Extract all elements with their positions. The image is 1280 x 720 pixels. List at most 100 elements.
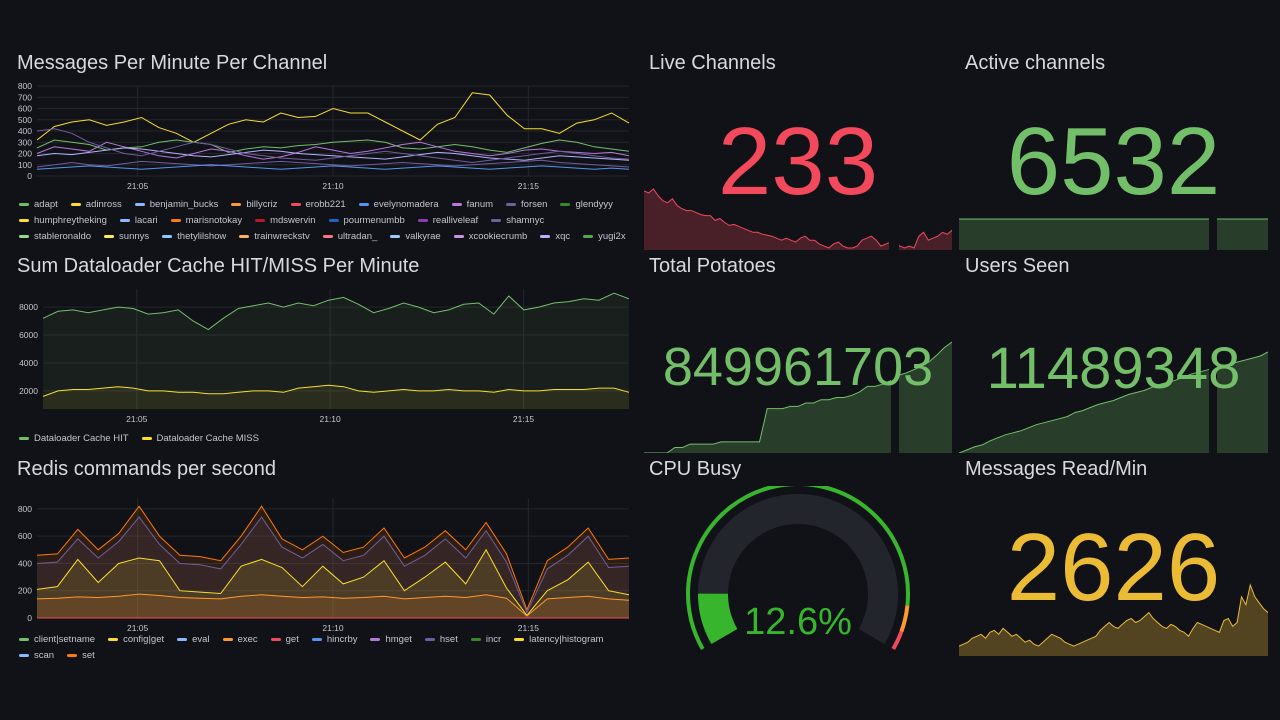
- series-line: [36, 141, 630, 160]
- legend-label: valkyrae: [405, 231, 441, 242]
- legend-item[interactable]: get: [270, 634, 299, 645]
- legend-label: get: [285, 634, 299, 645]
- series-line: [36, 593, 630, 617]
- legend-item[interactable]: trainwreckstv: [239, 231, 310, 242]
- legend-item[interactable]: fanum: [451, 199, 493, 210]
- legend-item[interactable]: humphreytheking: [19, 215, 107, 226]
- legend-swatch: [104, 235, 115, 238]
- legend-label: set: [82, 650, 95, 661]
- legend-item[interactable]: forsen: [506, 199, 547, 210]
- legend-item[interactable]: lacari: [119, 215, 158, 226]
- y-tick-label: 300: [18, 137, 32, 147]
- series-line: [36, 159, 630, 168]
- legend-item[interactable]: thetylilshow: [162, 231, 226, 242]
- panel-title[interactable]: Redis commands per second: [17, 458, 277, 480]
- legend-label: exec: [237, 634, 258, 645]
- sparkline-area: [959, 219, 1268, 250]
- legend-item[interactable]: mdswervin: [255, 215, 316, 226]
- legend-swatch: [451, 203, 462, 206]
- legend-item[interactable]: config|get: [108, 634, 164, 645]
- legend-item[interactable]: adapt: [19, 199, 58, 210]
- panel-title[interactable]: Live Channels: [649, 52, 776, 74]
- legend-item[interactable]: valkyrae: [390, 231, 441, 242]
- x-tick-label: 21:10: [322, 181, 344, 191]
- legend-label: Dataloader Cache HIT: [34, 433, 129, 444]
- sparkline-area: [959, 352, 1268, 453]
- legend-swatch: [119, 219, 130, 222]
- legend-item[interactable]: glendyyy: [560, 199, 613, 210]
- legend-item[interactable]: hmget: [370, 634, 412, 645]
- legend-swatch: [470, 638, 481, 641]
- legend-label: humphreytheking: [34, 215, 107, 226]
- legend-item[interactable]: sunnys: [104, 231, 149, 242]
- legend-item[interactable]: yugi2x: [583, 231, 626, 242]
- legend-item[interactable]: latency|histogram: [514, 634, 603, 645]
- legend-item[interactable]: adinross: [70, 199, 122, 210]
- legend-item[interactable]: xqc: [540, 231, 570, 242]
- legend-item[interactable]: exec: [222, 634, 258, 645]
- legend-label: latency|histogram: [529, 634, 604, 645]
- legend-label: hincrby: [326, 634, 358, 645]
- legend-item[interactable]: evelynomadera: [358, 199, 439, 210]
- legend-item[interactable]: shamnyc: [491, 215, 544, 226]
- legend-label: trainwreckstv: [254, 231, 310, 242]
- dataloader-area-chart[interactable]: 2000 4000 6000 8000 21:05 21:10 21:15: [17, 287, 630, 427]
- legend-label: forsen: [521, 199, 548, 210]
- legend-item[interactable]: set: [67, 650, 95, 661]
- series-line: [42, 292, 630, 331]
- legend-item[interactable]: eval: [177, 634, 210, 645]
- legend-label: hmget: [385, 634, 412, 645]
- legend-swatch: [231, 203, 242, 206]
- sparkline-gap: [889, 187, 899, 250]
- legend-item[interactable]: Dataloader Cache MISS: [141, 433, 259, 444]
- y-tick-label: 600: [18, 104, 32, 114]
- x-tick-label: 21:05: [127, 181, 149, 191]
- legend-label: billycriz: [246, 199, 278, 210]
- series-area: [37, 549, 629, 618]
- legend-item[interactable]: hset: [424, 634, 458, 645]
- redis-area-chart[interactable]: 0 200 400 600 800 21:05 21:10 21:15: [17, 496, 630, 636]
- x-tick-label: 21:05: [126, 414, 148, 424]
- legend-label: Dataloader Cache MISS: [156, 433, 259, 444]
- legend-label: erobb221: [305, 199, 346, 210]
- legend-item[interactable]: Dataloader Cache HIT: [19, 433, 129, 444]
- legend-item[interactable]: scan: [19, 650, 54, 661]
- panel-title[interactable]: Messages Read/Min: [965, 458, 1148, 480]
- sparkline-area: [644, 189, 952, 250]
- legend-label: shamnyc: [506, 215, 545, 226]
- legend-item[interactable]: erobb221: [290, 199, 346, 210]
- live-channels-sparkline: [644, 187, 952, 250]
- legend-item[interactable]: benjamin_bucks: [134, 199, 218, 210]
- legend-item[interactable]: ultradan_: [322, 231, 377, 242]
- panel-title[interactable]: Active channels: [965, 52, 1106, 74]
- legend-item[interactable]: marisnotokay: [170, 215, 242, 226]
- panel-title[interactable]: Sum Dataloader Cache HIT/MISS Per Minute: [17, 255, 420, 277]
- sparkline-line: [644, 341, 952, 453]
- active-channels-value: 6532: [1006, 108, 1221, 215]
- legend-swatch: [108, 638, 119, 641]
- legend-item[interactable]: realliveleaf: [417, 215, 478, 226]
- legend-label: config|get: [123, 634, 165, 645]
- legend-item[interactable]: xcookiecrumb: [453, 231, 527, 242]
- panel-redis: Redis commands per second 0 200 400 600 800 2…: [17, 458, 630, 661]
- legend-label: xqc: [555, 231, 571, 242]
- legend-label: lacari: [134, 215, 158, 226]
- y-tick-label: 400: [18, 126, 32, 136]
- legend-item[interactable]: pourmenumbb: [328, 215, 405, 226]
- series-line: [36, 548, 630, 617]
- panel-title[interactable]: CPU Busy: [649, 458, 742, 480]
- panel-title[interactable]: Users Seen: [965, 255, 1070, 277]
- y-tick-label: 2000: [19, 386, 38, 396]
- legend-item[interactable]: hincrby: [311, 634, 358, 645]
- x-tick-label: 21:10: [319, 414, 341, 424]
- panel-title[interactable]: Messages Per Minute Per Channel: [17, 52, 328, 74]
- legend-label: adinross: [85, 199, 122, 210]
- legend-item[interactable]: billycriz: [231, 199, 278, 210]
- gauge-value-arc: [698, 593, 738, 644]
- panel-title[interactable]: Total Potatoes: [649, 255, 776, 277]
- legend-item[interactable]: stableronaldo: [19, 231, 91, 242]
- legend-item[interactable]: client|setname: [19, 634, 95, 645]
- series-area: [37, 517, 629, 618]
- legend-item[interactable]: incr: [470, 634, 501, 645]
